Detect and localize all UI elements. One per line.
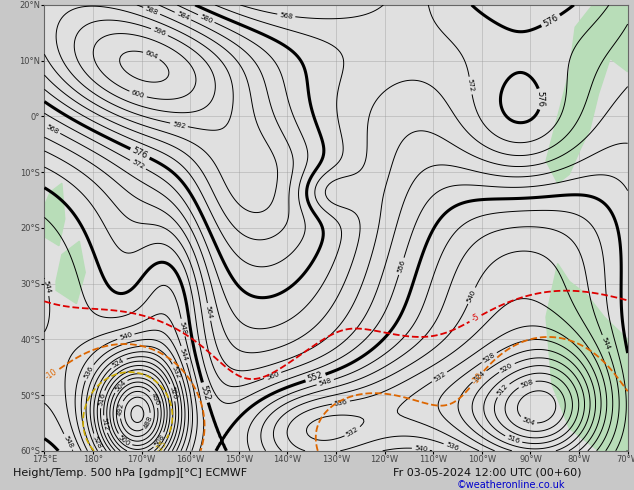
Text: 584: 584	[176, 10, 190, 22]
Text: 532: 532	[171, 365, 181, 380]
Text: 552: 552	[307, 371, 325, 384]
Text: 592: 592	[172, 121, 186, 129]
Text: ©weatheronline.co.uk: ©weatheronline.co.uk	[456, 480, 565, 490]
Text: 532: 532	[432, 371, 447, 383]
Text: 520: 520	[168, 385, 178, 400]
Text: 516: 516	[98, 392, 107, 407]
Text: 568: 568	[45, 123, 60, 135]
Text: 544: 544	[600, 336, 611, 350]
Text: 512: 512	[101, 417, 109, 431]
Text: 548: 548	[318, 377, 332, 387]
Text: 604: 604	[145, 50, 159, 61]
Text: 560: 560	[265, 370, 280, 381]
Text: 588: 588	[145, 5, 159, 16]
Text: 596: 596	[152, 26, 167, 37]
Text: 524: 524	[472, 369, 486, 383]
Polygon shape	[546, 5, 628, 183]
Text: 512: 512	[496, 383, 510, 397]
Text: 528: 528	[482, 351, 496, 364]
Text: -5: -5	[470, 313, 481, 324]
Text: 568: 568	[279, 12, 294, 20]
Text: 508: 508	[519, 378, 534, 389]
Text: 576: 576	[541, 13, 560, 28]
Text: 516: 516	[506, 435, 521, 445]
Text: 536: 536	[445, 442, 460, 452]
Text: 548: 548	[62, 435, 74, 449]
Text: 576: 576	[131, 146, 149, 161]
Text: 544: 544	[179, 347, 189, 362]
Text: 528: 528	[91, 435, 103, 449]
Polygon shape	[56, 241, 85, 304]
Text: 552: 552	[199, 384, 212, 401]
Text: 504: 504	[521, 416, 536, 427]
Polygon shape	[546, 264, 628, 451]
Text: 548: 548	[179, 320, 188, 335]
Text: Height/Temp. 500 hPa [gdmp][°C] ECMWF: Height/Temp. 500 hPa [gdmp][°C] ECMWF	[13, 468, 247, 478]
Text: 580: 580	[199, 13, 214, 24]
Text: 492: 492	[117, 403, 124, 416]
Text: -15: -15	[154, 439, 169, 454]
Text: 536: 536	[83, 365, 94, 380]
Text: 572: 572	[131, 159, 145, 171]
Text: 600: 600	[131, 90, 145, 99]
Text: 540: 540	[414, 445, 428, 453]
Text: 536: 536	[334, 398, 348, 407]
Text: 556: 556	[396, 259, 406, 273]
Text: 532: 532	[346, 426, 360, 438]
Polygon shape	[44, 183, 65, 245]
Text: 572: 572	[467, 78, 475, 93]
Text: 520: 520	[500, 362, 514, 373]
Text: 564: 564	[205, 305, 213, 319]
Text: 524: 524	[112, 357, 126, 369]
Text: 544: 544	[42, 280, 51, 294]
Text: 508: 508	[153, 433, 165, 447]
Text: Fr 03-05-2024 12:00 UTC (00+60): Fr 03-05-2024 12:00 UTC (00+60)	[393, 468, 581, 478]
Text: 504: 504	[113, 379, 127, 392]
Text: -10: -10	[470, 371, 485, 386]
Text: 496: 496	[150, 392, 160, 407]
Text: -10: -10	[44, 368, 59, 382]
Text: 500: 500	[117, 434, 131, 447]
Text: 576: 576	[536, 91, 545, 107]
Text: 488: 488	[143, 415, 154, 429]
Text: 540: 540	[466, 289, 477, 303]
Text: 540: 540	[119, 332, 133, 342]
